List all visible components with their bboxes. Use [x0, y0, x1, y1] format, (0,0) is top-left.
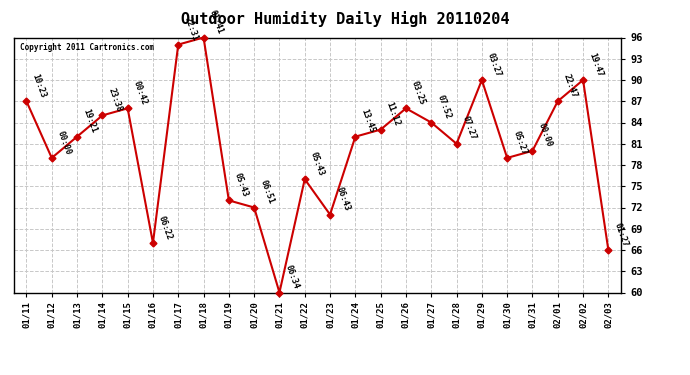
Text: 19:47: 19:47: [587, 51, 604, 78]
Text: Copyright 2011 Cartronics.com: Copyright 2011 Cartronics.com: [20, 43, 154, 52]
Text: 05:43: 05:43: [309, 150, 326, 177]
Text: 07:27: 07:27: [461, 115, 477, 142]
Text: 03:25: 03:25: [410, 80, 427, 106]
Text: 06:34: 06:34: [284, 264, 301, 290]
Text: 07:52: 07:52: [435, 94, 453, 120]
Text: 00:00: 00:00: [537, 122, 553, 148]
Text: 11:12: 11:12: [385, 101, 402, 128]
Text: 22:47: 22:47: [562, 72, 579, 99]
Text: 23:38: 23:38: [106, 87, 124, 113]
Text: 06:22: 06:22: [157, 214, 174, 241]
Text: 05:27: 05:27: [511, 129, 529, 156]
Text: 10:23: 10:23: [30, 72, 48, 99]
Text: 06:43: 06:43: [334, 186, 351, 212]
Text: 22:31: 22:31: [182, 16, 199, 42]
Text: 06:51: 06:51: [258, 179, 275, 206]
Text: 01:41: 01:41: [208, 9, 225, 35]
Text: 05:43: 05:43: [233, 172, 250, 198]
Text: 13:45: 13:45: [359, 108, 377, 135]
Text: 01:27: 01:27: [613, 221, 629, 248]
Text: Outdoor Humidity Daily High 20110204: Outdoor Humidity Daily High 20110204: [181, 11, 509, 27]
Text: 00:42: 00:42: [132, 80, 149, 106]
Text: 00:00: 00:00: [56, 129, 73, 156]
Text: 19:21: 19:21: [81, 108, 98, 135]
Text: 03:27: 03:27: [486, 51, 503, 78]
